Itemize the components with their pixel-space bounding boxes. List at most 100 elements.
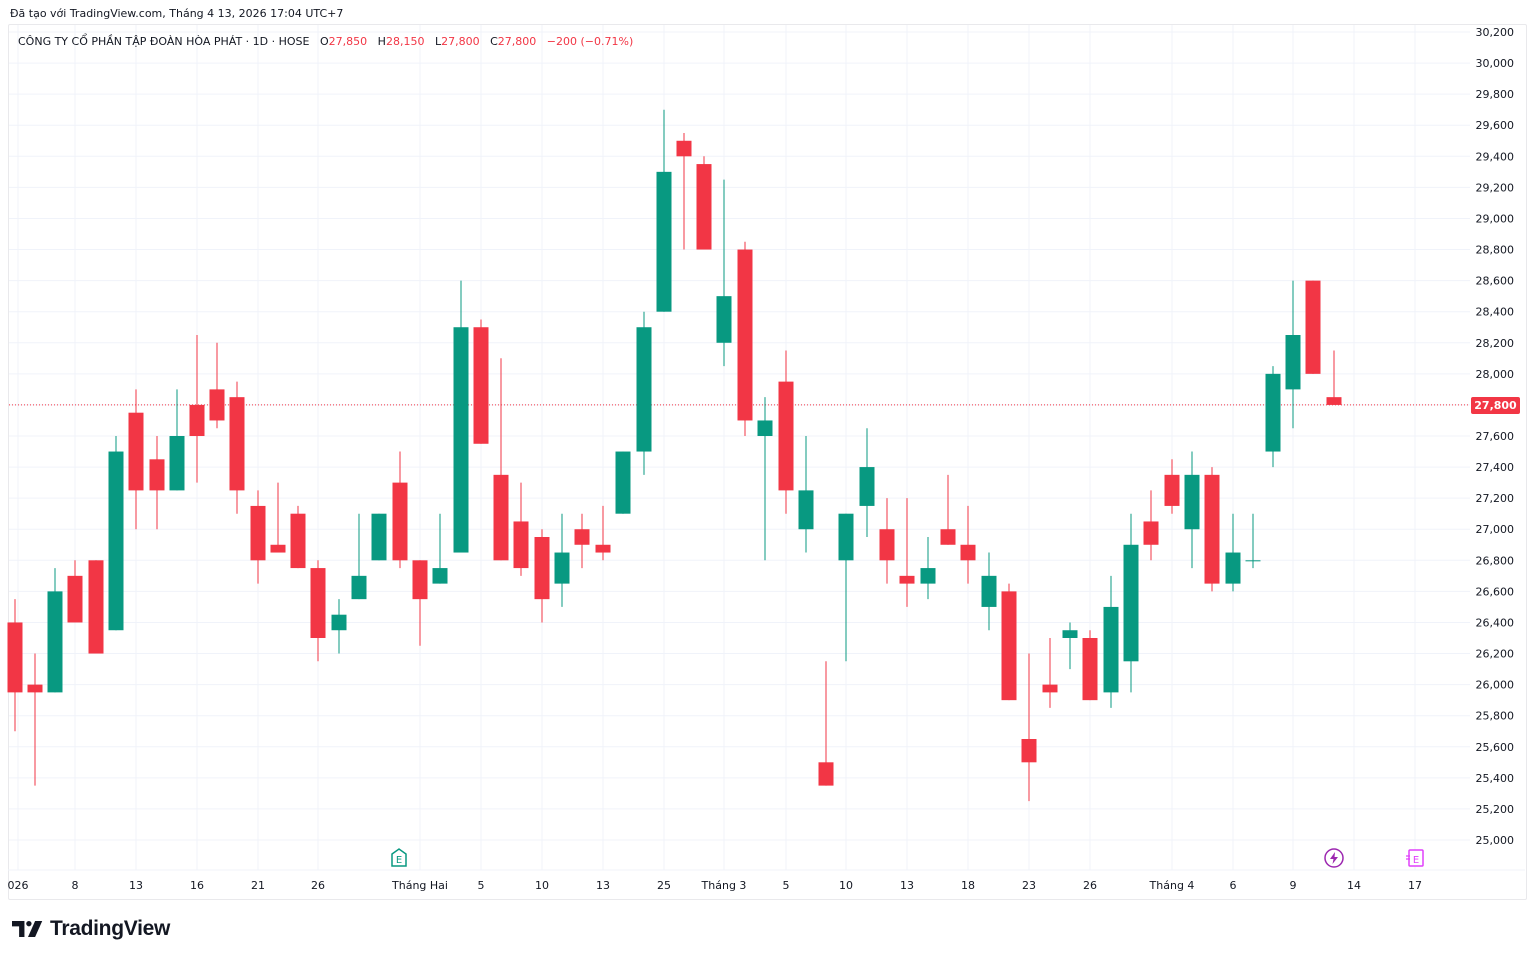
time-axis[interactable]: 026 8 13 16 21 26 Tháng Hai 5 10 13 25 Tháng 3 5 10 13… [8, 879, 1423, 892]
price-tick-label: 26,200 [1476, 648, 1515, 661]
earnings-e-icon[interactable]: E [389, 848, 409, 868]
price-axis[interactable]: 30,200 30,000 29,800 29,600 29,400 29,200 29,0… [1476, 26, 1515, 847]
price-tick-label: 26,600 [1476, 585, 1515, 598]
price-tick-label: 28,600 [1476, 275, 1515, 288]
candle [818, 661, 834, 786]
candle [250, 490, 266, 584]
time-tick-label: 21 [251, 879, 265, 892]
price-tick-label: 29,400 [1476, 150, 1515, 163]
legend-change: −200 (−0.71%) [546, 35, 634, 48]
candle [27, 653, 43, 786]
candle [940, 474, 956, 545]
svg-text:E: E [396, 855, 402, 866]
candle [757, 397, 773, 561]
time-tick-label: 18 [961, 879, 975, 892]
candle [209, 342, 225, 429]
candle [1184, 451, 1200, 569]
legend-low-label: L [434, 35, 442, 48]
lightning-icon[interactable] [1324, 848, 1344, 868]
candle [7, 599, 23, 732]
candle [615, 451, 631, 514]
candle [310, 560, 326, 662]
candle [716, 179, 732, 367]
candle [778, 350, 794, 514]
legend-low-value: 27,800 [441, 35, 480, 48]
candle [859, 428, 875, 537]
candle [189, 335, 205, 483]
candle [513, 482, 529, 576]
candle [960, 505, 976, 584]
time-tick-label: 026 [8, 879, 29, 892]
candle [656, 109, 672, 312]
legend-close-value: 27,800 [497, 35, 537, 48]
time-tick-label: 8 [72, 879, 79, 892]
candle [838, 513, 854, 662]
candle [899, 498, 915, 607]
candle [920, 537, 936, 600]
candle [149, 436, 165, 530]
price-tick-label: 26,400 [1476, 616, 1515, 629]
candle [696, 156, 712, 250]
time-tick-label: 17 [1408, 879, 1422, 892]
candle [574, 513, 590, 569]
candle [1245, 513, 1261, 569]
price-tick-label: 30,200 [1476, 26, 1515, 39]
candle [1143, 490, 1159, 561]
price-tick-label: 25,000 [1476, 834, 1515, 847]
price-tick-label: 25,200 [1476, 803, 1515, 816]
chart-frame[interactable] [8, 24, 1527, 900]
price-tick-label: 26,800 [1476, 554, 1515, 567]
candle [1225, 513, 1241, 592]
price-tick-label: 25,800 [1476, 710, 1515, 723]
candle [636, 311, 652, 475]
time-tick-label: 9 [1290, 879, 1297, 892]
price-tick-label: 27,600 [1476, 430, 1515, 443]
price-tick-label: 29,600 [1476, 119, 1515, 132]
legend-high-value: 28,150 [385, 35, 425, 48]
time-tick-label: 13 [129, 879, 143, 892]
candle [1103, 575, 1119, 708]
candle [534, 529, 550, 623]
candle [1326, 350, 1342, 405]
price-tick-label: 27,400 [1476, 461, 1515, 474]
candle [108, 436, 124, 631]
candle [1082, 630, 1098, 701]
time-tick-label: 13 [596, 879, 610, 892]
candle [879, 498, 895, 584]
candle [1062, 622, 1078, 670]
candle [67, 560, 83, 623]
legend-close-label: C [490, 35, 498, 48]
candle [798, 436, 814, 553]
candle [1123, 513, 1139, 693]
candles [7, 109, 1342, 802]
candle [554, 513, 570, 607]
legend-high-label: H [377, 35, 386, 48]
chart-credit: Đã tạo với TradingView.com, Tháng 4 13, … [10, 7, 344, 20]
candle [1265, 366, 1281, 468]
upcoming-earnings-icon[interactable]: E [1405, 848, 1425, 868]
time-tick-label: 16 [190, 879, 204, 892]
price-tick-label: 26,000 [1476, 679, 1515, 692]
candle [229, 381, 245, 514]
ohlc-legend: CÔNG TY CỔ PHẦN TẬP ĐOÀN HÒA PHÁT · 1D ·… [18, 35, 640, 48]
candle [169, 389, 185, 491]
legend-open-label: O [320, 35, 329, 48]
candle [1204, 467, 1220, 592]
candle [128, 389, 144, 530]
legend-symbol: CÔNG TY CỔ PHẦN TẬP ĐOÀN HÒA PHÁT · 1D ·… [18, 35, 310, 48]
candle [1021, 653, 1037, 802]
candle [1001, 583, 1017, 701]
tradingview-brand[interactable]: TradingView [12, 917, 170, 941]
price-tick-label: 25,600 [1476, 741, 1515, 754]
candle [392, 451, 408, 569]
time-tick-label: 23 [1022, 879, 1036, 892]
candle [1164, 459, 1180, 514]
time-tick-label: Tháng Hai [391, 879, 448, 892]
candle [737, 241, 753, 436]
price-tick-label: 25,400 [1476, 772, 1515, 785]
time-tick-label: 25 [657, 879, 671, 892]
candle [412, 560, 428, 646]
candle [351, 513, 367, 600]
time-tick-label: Tháng 4 [1149, 879, 1195, 892]
